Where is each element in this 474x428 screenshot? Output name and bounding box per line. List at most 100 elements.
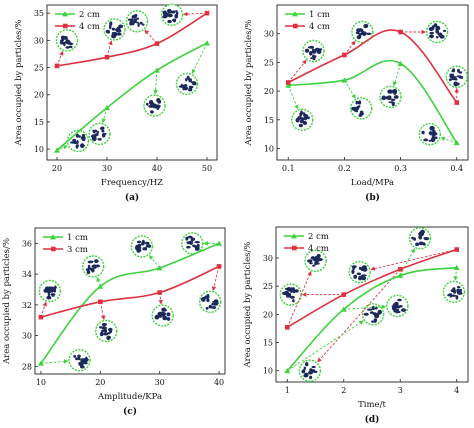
annotation-arrow: [106, 40, 113, 58]
particle: [292, 287, 295, 291]
particle-thumbnail: [291, 108, 314, 132]
particle: [311, 48, 315, 52]
particle: [47, 292, 51, 297]
particle: [104, 328, 107, 334]
particle: [318, 48, 323, 51]
particle: [141, 23, 145, 26]
particle: [284, 287, 290, 291]
particle: [192, 244, 196, 248]
data-point: [54, 63, 60, 69]
legend-marker: [50, 234, 56, 240]
particle-thumbnail: [38, 279, 62, 303]
particle: [309, 262, 313, 265]
particle: [49, 287, 56, 292]
particle: [150, 110, 154, 114]
x-tick-label: 40: [152, 164, 162, 173]
particle: [304, 48, 310, 53]
particle: [116, 32, 122, 36]
particle: [448, 293, 452, 296]
annotation-arrow: [148, 255, 161, 269]
y-tick-label: 20: [34, 91, 44, 100]
thumbnail-ring: [175, 72, 199, 96]
particle: [355, 31, 360, 35]
plot-frame: [275, 226, 469, 383]
particle-thumbnail: [386, 294, 409, 318]
series-line-4-cm: [286, 248, 457, 329]
particle: [96, 260, 99, 263]
legend-label: 2 cm: [79, 10, 100, 20]
annotation-arrow: [287, 320, 364, 372]
particle-thumbnail: [425, 20, 449, 44]
particle: [162, 315, 168, 321]
particle: [397, 311, 401, 313]
particle: [294, 289, 299, 293]
annotation-arrow: [40, 301, 47, 318]
x-tick-label: 10: [36, 378, 46, 387]
data-point: [216, 264, 222, 269]
particle: [457, 290, 462, 294]
y-tick-label: 32: [22, 301, 32, 310]
particle: [358, 34, 362, 39]
particle: [429, 31, 435, 35]
particle: [213, 299, 218, 303]
particle: [148, 100, 153, 105]
particle: [431, 129, 436, 132]
particle: [131, 14, 137, 19]
thumbnail-ring: [125, 10, 149, 33]
particle-thumbnail: [348, 260, 371, 284]
particle: [80, 359, 86, 362]
particle: [92, 129, 97, 132]
particle: [285, 292, 292, 298]
particle: [68, 45, 73, 49]
particle: [458, 71, 463, 74]
particle-thumbnail: [361, 303, 385, 326]
legend-label: 1 cm: [309, 10, 330, 20]
x-tick-label: 30: [155, 378, 165, 387]
annotation-arrow: [99, 301, 106, 321]
particle: [86, 270, 91, 275]
particle: [85, 268, 90, 271]
particle-thumbnail: [55, 29, 79, 52]
particle: [435, 36, 439, 39]
thumbnail-ring: [88, 122, 111, 146]
data-point: [453, 139, 460, 146]
data-point: [398, 29, 403, 35]
legend-marker: [291, 233, 297, 239]
particle: [166, 317, 171, 321]
particle: [420, 230, 424, 234]
particle: [358, 114, 363, 117]
y-tick-label: 20: [263, 310, 273, 319]
particle: [142, 247, 146, 251]
particle: [398, 305, 403, 308]
x-tick-label: 30: [102, 164, 112, 173]
particle: [442, 29, 447, 32]
particle-thumbnail: [442, 280, 466, 304]
particle: [415, 242, 420, 247]
particle: [87, 260, 93, 264]
y-tick-label: 25: [34, 64, 44, 73]
particle: [419, 237, 422, 240]
particle: [292, 299, 295, 303]
particle: [141, 239, 145, 245]
particle: [363, 312, 369, 316]
particle: [50, 293, 56, 296]
particle-thumbnail: [298, 359, 322, 382]
particle-thumbnail: [181, 232, 204, 255]
particle: [307, 116, 310, 120]
particle: [354, 109, 359, 113]
particle: [453, 289, 457, 294]
particle: [90, 267, 93, 271]
particle-thumbnail: [445, 65, 468, 88]
particle: [111, 27, 116, 31]
particle: [147, 244, 152, 248]
data-point: [104, 104, 110, 111]
data-point: [38, 314, 44, 320]
data-point: [284, 367, 291, 374]
particle: [358, 266, 362, 270]
particle: [185, 236, 189, 241]
particle: [438, 32, 443, 38]
particle: [309, 45, 315, 49]
annotation-arrow: [392, 63, 402, 87]
data-point: [216, 240, 223, 246]
plot-frame: [276, 4, 469, 161]
